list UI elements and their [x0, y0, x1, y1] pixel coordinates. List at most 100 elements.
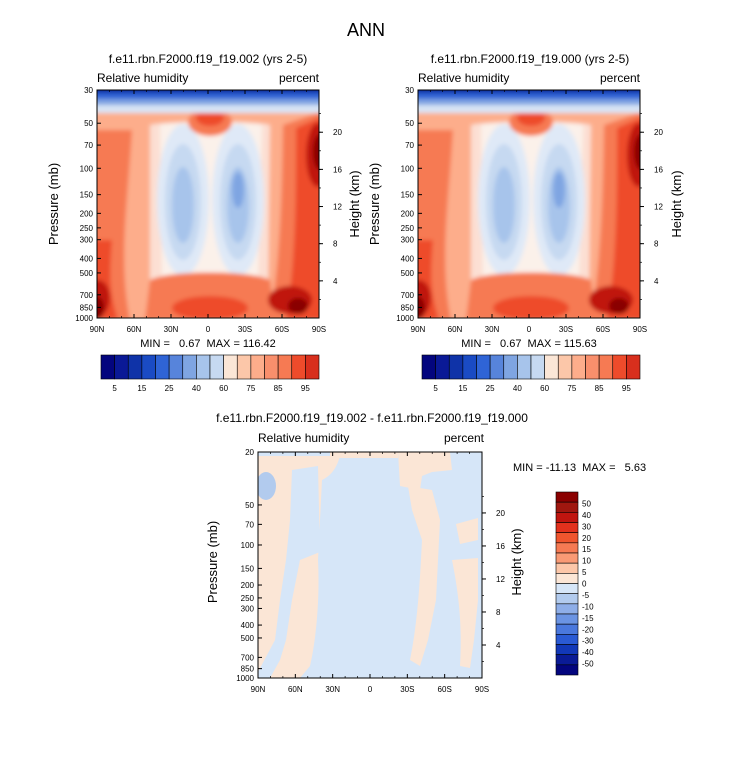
x-tick-label: 90N — [251, 685, 266, 694]
y-tick-label: 500 — [241, 634, 255, 643]
colorbar-label: 60 — [219, 384, 228, 393]
panel-2-right-axis-label: Height (km) — [669, 170, 684, 237]
colorbar-swatch — [598, 354, 614, 380]
y-tick-label: 150 — [80, 191, 94, 200]
y-tick-label: 400 — [241, 621, 255, 630]
x-tick-label: 60S — [275, 325, 289, 334]
colorbar-label: 60 — [540, 384, 549, 393]
panel-3: f.e11.rbn.F2000.f19_f19.002 - f.e11.rbn.… — [205, 411, 646, 694]
panel-2-title: f.e11.rbn.F2000.f19_f19.000 (yrs 2-5) — [431, 52, 630, 66]
x-tick-label: 60S — [596, 325, 610, 334]
colorbar-swatch — [571, 354, 586, 380]
colorbar-label: 15 — [137, 384, 146, 393]
y-tick-label: 250 — [241, 594, 255, 603]
x-tick-label: 60N — [448, 325, 463, 334]
panel-1-min-max: MIN = 0.67 MAX = 116.42 — [140, 338, 276, 350]
y-tick-label: 250 — [80, 224, 94, 233]
colorbar-swatch — [277, 354, 293, 380]
colorbar-swatch — [555, 613, 579, 625]
colorbar-label: -20 — [582, 625, 594, 634]
y-tick-label: 400 — [80, 254, 94, 263]
x-tick-label: 30N — [164, 325, 179, 334]
colorbar-label: 40 — [513, 384, 522, 393]
colorbar-swatch — [530, 354, 545, 380]
colorbar-swatch — [555, 491, 579, 503]
colorbar-swatch — [168, 354, 184, 380]
colorbar-swatch — [503, 354, 518, 380]
colorbar-swatch — [127, 354, 143, 380]
y-tick-label: 850 — [80, 303, 94, 312]
y-tick-label: 700 — [241, 653, 255, 662]
panel-1-contours — [97, 90, 319, 318]
panel-1-axes: 305070100150200250300400500700850100090N… — [75, 86, 342, 334]
height-tick-label: 4 — [333, 277, 338, 286]
x-tick-label: 90N — [411, 325, 426, 334]
panel-2-axes: 305070100150200250300400500700850100090N… — [396, 86, 663, 334]
panel-1-y-axis-label: Pressure (mb) — [46, 163, 61, 245]
colorbar-label: 0 — [582, 580, 587, 589]
panel-3-units-label: percent — [444, 431, 485, 445]
colorbar-swatch — [626, 354, 641, 380]
y-tick-label: 70 — [405, 141, 414, 150]
colorbar-label: -15 — [582, 614, 594, 623]
y-tick-label: 100 — [241, 541, 255, 550]
colorbar-swatch — [555, 542, 579, 554]
panel-3-right-axis-label: Height (km) — [509, 528, 524, 595]
figure-title: ANN — [347, 20, 385, 40]
colorbar-swatch — [476, 354, 491, 380]
colorbar-label: -10 — [582, 602, 594, 611]
colorbar-swatch — [182, 354, 197, 380]
y-tick-label: 200 — [80, 209, 94, 218]
y-tick-label: 50 — [405, 119, 414, 128]
panel-3-field — [258, 452, 482, 678]
y-tick-label: 300 — [401, 236, 415, 245]
height-tick-label: 4 — [654, 277, 659, 286]
colorbar-label: 40 — [582, 511, 591, 520]
colorbar-label: 95 — [622, 384, 631, 393]
colorbar-swatch — [250, 354, 265, 380]
colorbar-label: 10 — [582, 557, 591, 566]
y-tick-label: 200 — [241, 581, 255, 590]
colorbar-swatch — [236, 354, 252, 380]
colorbar-swatch — [141, 354, 156, 380]
y-tick-label: 1000 — [75, 314, 93, 323]
panel-1-units-label: percent — [279, 71, 320, 85]
colorbar-swatch — [555, 664, 579, 676]
colorbar-swatch — [489, 354, 505, 380]
colorbar-swatch — [100, 354, 115, 380]
colorbar-label: 75 — [246, 384, 255, 393]
colorbar-label: 20 — [582, 534, 591, 543]
colorbar-swatch — [557, 354, 573, 380]
colorbar-swatch — [555, 532, 579, 544]
panel-1-field — [97, 90, 319, 318]
panel-2-variable-label: Relative humidity — [418, 71, 509, 85]
colorbar-swatch — [555, 623, 579, 635]
panel-2-min-max: MIN = 0.67 MAX = 115.63 — [461, 338, 597, 350]
y-tick-label: 1000 — [396, 314, 414, 323]
panel-3-axes: 205070100150200250300400500700850100090N… — [236, 448, 505, 694]
colorbar-swatch — [114, 354, 129, 380]
panel-1: f.e11.rbn.F2000.f19_f19.002 (yrs 2-5) Re… — [46, 52, 362, 393]
y-tick-label: 700 — [401, 291, 415, 300]
height-tick-label: 8 — [496, 608, 501, 617]
y-tick-label: 100 — [80, 164, 94, 173]
colorbar-label: -30 — [582, 637, 594, 646]
colorbar-label: 30 — [582, 522, 591, 531]
x-tick-label: 60N — [127, 325, 142, 334]
colorbar-swatch — [155, 354, 170, 380]
height-tick-label: 16 — [496, 542, 505, 551]
y-tick-label: 700 — [80, 291, 94, 300]
colorbar-swatch — [612, 354, 627, 380]
colorbar-label: 50 — [582, 499, 591, 508]
colorbar-label: 95 — [301, 384, 310, 393]
x-tick-label: 30S — [238, 325, 252, 334]
x-tick-label: 60N — [288, 685, 303, 694]
height-tick-label: 20 — [333, 128, 342, 137]
y-tick-label: 850 — [401, 303, 415, 312]
panel-3-title: f.e11.rbn.F2000.f19_f19.002 - f.e11.rbn.… — [216, 411, 528, 425]
colorbar-swatch — [555, 583, 579, 594]
y-tick-label: 400 — [401, 254, 415, 263]
colorbar-label: -50 — [582, 660, 594, 669]
colorbar-swatch — [291, 354, 306, 380]
